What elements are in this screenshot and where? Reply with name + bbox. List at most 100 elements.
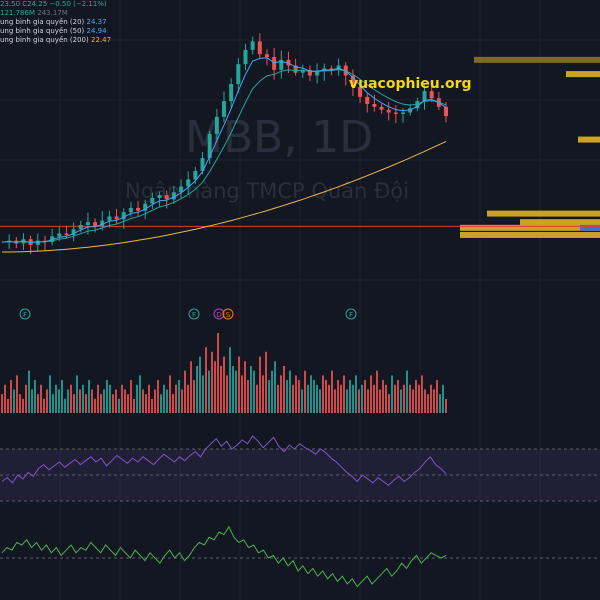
volume-bar bbox=[310, 375, 312, 413]
volume-bar bbox=[172, 394, 174, 413]
volume-bar bbox=[376, 370, 378, 413]
legend-ma20-label: ung bình gia quyền (20) bbox=[0, 18, 85, 26]
volume-bar bbox=[379, 389, 381, 413]
volume-bar bbox=[13, 389, 15, 413]
volume-bar bbox=[40, 384, 42, 413]
volume-bar bbox=[181, 389, 183, 413]
volume-bar bbox=[292, 384, 294, 413]
volume-bar bbox=[1, 394, 3, 413]
volume-bar bbox=[166, 389, 168, 413]
candle-body bbox=[293, 65, 298, 73]
candle-body bbox=[93, 222, 98, 227]
volume-bar bbox=[346, 389, 348, 413]
volume-bar bbox=[133, 398, 135, 413]
volume-bar bbox=[277, 384, 279, 413]
volume-bar bbox=[259, 356, 261, 413]
event-marker: F bbox=[345, 308, 357, 320]
volume-bar bbox=[175, 384, 177, 413]
volume-bar bbox=[34, 380, 36, 413]
volume-bar bbox=[244, 361, 246, 413]
candle-body bbox=[229, 84, 234, 102]
volume-profile-bar bbox=[520, 219, 600, 226]
volume-bar bbox=[193, 380, 195, 413]
volume-bar bbox=[415, 380, 417, 413]
volume-bar bbox=[148, 384, 150, 413]
volume-bar bbox=[100, 394, 102, 413]
event-marker-label: D bbox=[216, 311, 221, 319]
volume-bar bbox=[367, 389, 369, 413]
volume-bar bbox=[112, 394, 114, 413]
volume-bar bbox=[319, 389, 321, 413]
volume-bar bbox=[187, 384, 189, 413]
volume-bar bbox=[316, 384, 318, 413]
volume-bars bbox=[1, 333, 447, 413]
volume-bar bbox=[409, 384, 411, 413]
candle-body bbox=[107, 216, 112, 221]
volume-bar bbox=[52, 394, 54, 413]
volume-bar bbox=[235, 370, 237, 413]
candle-body bbox=[164, 195, 169, 200]
volume-bar bbox=[313, 380, 315, 413]
volume-bar bbox=[307, 384, 309, 413]
candle-body bbox=[222, 101, 226, 117]
volume-bar bbox=[43, 398, 45, 413]
candle-body bbox=[393, 112, 398, 114]
volume-bar bbox=[4, 384, 6, 413]
legend-volume-value: 121.786M bbox=[0, 9, 35, 17]
volume-bar bbox=[67, 389, 69, 413]
event-marker-circle bbox=[345, 308, 357, 320]
legend-volume: 121.786M 243.17M bbox=[0, 9, 111, 18]
volume-bar bbox=[400, 389, 402, 413]
candle-body bbox=[336, 65, 341, 70]
volume-bar bbox=[154, 389, 156, 413]
volume-bar bbox=[109, 384, 111, 413]
volume-bar bbox=[220, 365, 222, 413]
candle-body bbox=[85, 222, 90, 225]
candle-body bbox=[64, 233, 69, 235]
volume-bar bbox=[445, 398, 447, 413]
volume-bar bbox=[229, 347, 231, 413]
volume-bar bbox=[274, 361, 276, 413]
volume-bar bbox=[58, 389, 60, 413]
volume-profile-bar bbox=[487, 210, 600, 217]
volume-bar bbox=[49, 375, 51, 413]
volume-bar bbox=[358, 389, 360, 413]
volume-bar bbox=[256, 384, 258, 413]
volume-bar bbox=[394, 384, 396, 413]
volume-bar bbox=[325, 380, 327, 413]
volume-bar bbox=[385, 384, 387, 413]
volume-bar bbox=[19, 394, 21, 413]
volume-bar bbox=[391, 375, 393, 413]
volume-bar bbox=[361, 384, 363, 413]
volume-bar bbox=[268, 380, 270, 413]
candle-body bbox=[42, 240, 47, 243]
volume-bar bbox=[370, 375, 372, 413]
volume-bar bbox=[130, 380, 132, 413]
candle-body bbox=[236, 64, 241, 85]
volume-bar bbox=[106, 380, 108, 413]
volume-bar bbox=[190, 361, 192, 413]
volume-bar bbox=[7, 398, 9, 413]
legend-volume-extra: 243.17M bbox=[37, 9, 68, 17]
ma20-line bbox=[1, 57, 447, 244]
volume-bar bbox=[304, 370, 306, 413]
volume-bar bbox=[352, 384, 354, 413]
volume-bar bbox=[412, 389, 414, 413]
volume-bar bbox=[205, 347, 207, 413]
legend-ma20-value: 24.37 bbox=[86, 18, 107, 26]
volume-bar bbox=[25, 384, 27, 413]
candle-body bbox=[157, 195, 162, 198]
volume-bar bbox=[373, 384, 375, 413]
candle-body bbox=[429, 91, 434, 99]
volume-bar bbox=[397, 380, 399, 413]
volume-bar bbox=[430, 384, 432, 413]
candle-body bbox=[121, 212, 126, 220]
volume-bar bbox=[271, 370, 273, 413]
candle-body bbox=[408, 108, 413, 113]
candle-body bbox=[264, 54, 269, 58]
volume-bar bbox=[151, 398, 153, 413]
volume-bar bbox=[421, 375, 423, 413]
volume-bar bbox=[427, 394, 429, 413]
volume-bar bbox=[253, 370, 255, 413]
